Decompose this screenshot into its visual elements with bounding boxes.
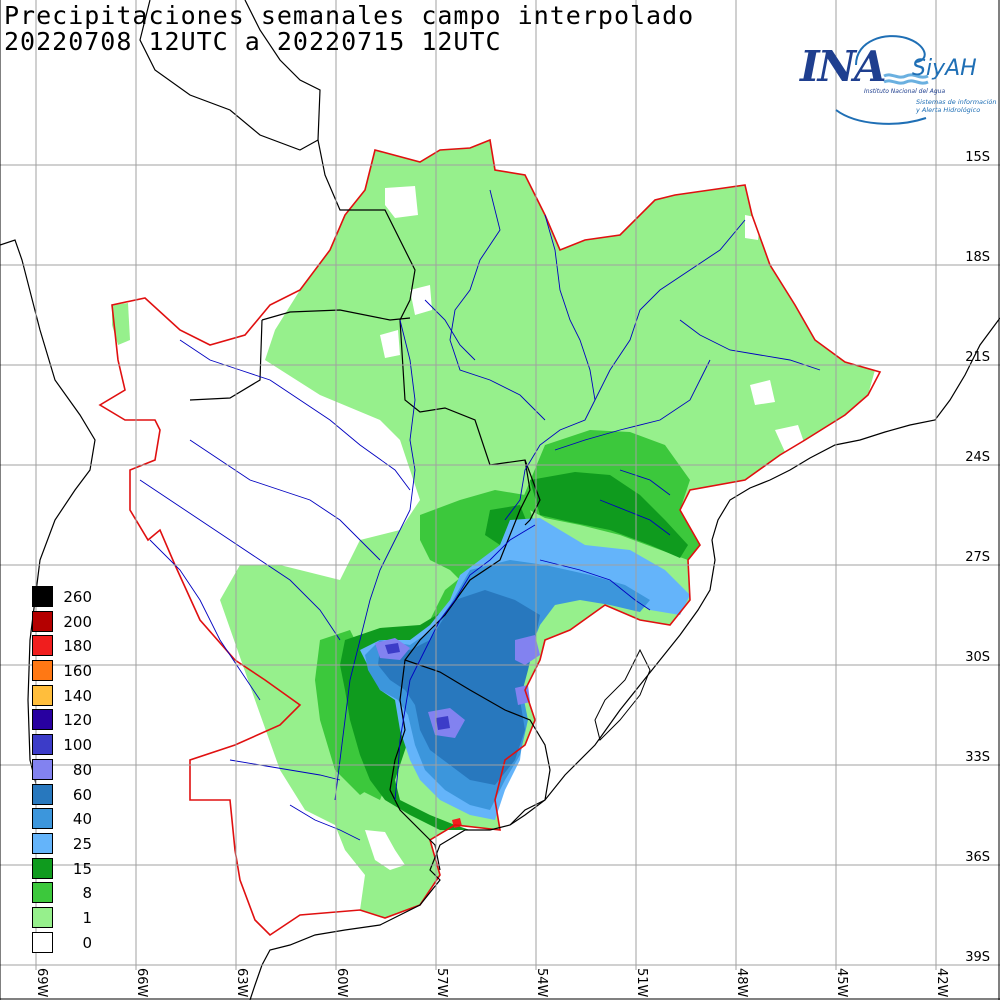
lon-label-57w: 57W (434, 968, 449, 998)
map-period: 20220708 12UTC a 20220715 12UTC (4, 27, 502, 56)
legend-label: 80 (72, 760, 92, 779)
legend-swatch (32, 857, 53, 879)
lon-label-69w: 69W (34, 968, 49, 998)
lat-label-30s: 30S (965, 650, 990, 665)
lon-label-66w: 66W (134, 968, 149, 998)
legend-label: 40 (72, 810, 92, 829)
lat-label-21s: 21S (965, 350, 990, 365)
lat-label-15s: 15S (965, 150, 990, 165)
precip-field-60mm (378, 590, 540, 785)
legend-swatch (32, 931, 53, 953)
legend-swatch (32, 906, 53, 928)
country-borders (0, 0, 551, 871)
coastline (249, 317, 1000, 1000)
legend-swatch (32, 684, 53, 706)
legend-swatch (32, 758, 53, 780)
legend-label: 200 (63, 612, 92, 631)
logo-system-line1: Sistemas de información (916, 98, 997, 106)
legend-swatch (32, 709, 53, 731)
precip-field-100mm (385, 643, 450, 730)
lat-lon-grid (0, 0, 1000, 970)
legend-swatch (32, 808, 53, 830)
logo-swoosh-icon (835, 35, 929, 125)
lat-label-27s: 27S (965, 550, 990, 565)
lagoon-outline (594, 648, 651, 741)
lat-label-39s: 39S (965, 950, 990, 965)
lon-label-54w: 54W (534, 968, 549, 998)
legend-label: 100 (63, 736, 92, 755)
logo-siyah-text: SiyAH (912, 56, 977, 81)
legend-swatch (32, 635, 53, 657)
legend-swatch (32, 610, 53, 632)
map-title: Precipitaciones semanales campo interpol… (4, 1, 695, 30)
legend-swatch (32, 734, 53, 756)
lat-label-33s: 33S (965, 750, 990, 765)
legend-swatch (32, 660, 53, 682)
legend-label: 140 (63, 686, 92, 705)
legend-label: 0 (82, 933, 92, 952)
lon-label-63w: 63W (234, 968, 249, 998)
legend-swatch (32, 783, 53, 805)
legend-label: 1 (82, 908, 92, 927)
legend-label: 8 (82, 884, 92, 903)
lat-label-18s: 18S (965, 250, 990, 265)
legend-label: 120 (63, 711, 92, 730)
logo-system-line2: y Alerta Hidrológico (916, 106, 981, 114)
lon-label-45w: 45W (834, 968, 849, 998)
ina-siyah-logo: INA SiyAH Instituto Nacional del Agua Si… (796, 30, 996, 130)
legend-label: 160 (63, 662, 92, 681)
legend-label: 25 (72, 834, 92, 853)
legend-swatch (32, 586, 53, 607)
logo-institute-text: Instituto Nacional del Agua (864, 88, 946, 95)
legend-label: 260 (63, 588, 92, 606)
rivers (139, 189, 821, 841)
lat-label-36s: 36S (965, 850, 990, 865)
lat-label-24s: 24S (965, 450, 990, 465)
legend-label: 60 (72, 785, 92, 804)
legend-label: 180 (63, 637, 92, 656)
logo-ina-text: INA (800, 42, 887, 91)
basin-boundary (98, 138, 882, 937)
legend-label: 15 (72, 859, 92, 878)
lon-label-51w: 51W (634, 968, 649, 998)
legend-swatch (32, 882, 53, 904)
lon-label-48w: 48W (734, 968, 749, 998)
lon-label-60w: 60W (334, 968, 349, 998)
legend-swatch (32, 832, 53, 854)
lon-label-42w: 42W (934, 968, 949, 998)
